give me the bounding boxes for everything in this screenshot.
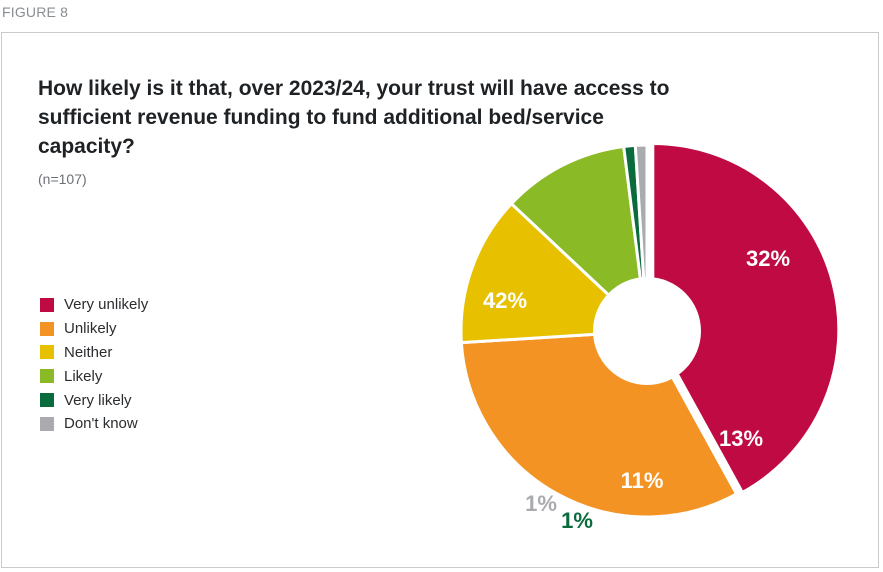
- slice-data-label: 32%: [746, 246, 790, 271]
- legend-item: Likely: [40, 364, 148, 388]
- legend: Very unlikely Unlikely Neither Likely Very l…: [40, 293, 148, 436]
- slice-data-label: 1%: [561, 508, 593, 533]
- legend-label: Very unlikely: [64, 296, 149, 314]
- legend-label: Likely: [64, 367, 103, 385]
- chart-subtitle: (n=107): [38, 171, 87, 187]
- legend-label: Unlikely: [64, 320, 117, 338]
- slice-data-label: 1%: [525, 491, 557, 516]
- legend-label: Don't know: [64, 415, 138, 433]
- legend-item: Don't know: [40, 412, 148, 436]
- legend-swatch: [40, 416, 54, 431]
- legend-swatch: [40, 297, 54, 312]
- legend-item: Neither: [40, 341, 148, 365]
- legend-item: Unlikely: [40, 317, 148, 341]
- legend-swatch: [40, 369, 54, 384]
- slice-data-label: 11%: [621, 468, 664, 493]
- legend-swatch: [40, 345, 54, 360]
- slice-data-label: 42%: [483, 288, 527, 313]
- legend-swatch: [40, 393, 54, 408]
- chart-title: How likely is it that, over 2023/24, you…: [38, 77, 670, 158]
- figure-label: FIGURE 8: [2, 4, 69, 20]
- pie-slice: [509, 144, 649, 333]
- legend-item: Very unlikely: [40, 293, 148, 317]
- pie-slice: [651, 142, 841, 495]
- donut-hole: [593, 277, 701, 385]
- legend-swatch: [40, 321, 54, 336]
- legend-label: Very likely: [64, 391, 132, 409]
- slice-data-label: 13%: [719, 426, 763, 451]
- legend-label: Neither: [64, 343, 113, 361]
- legend-item: Very likely: [40, 388, 148, 412]
